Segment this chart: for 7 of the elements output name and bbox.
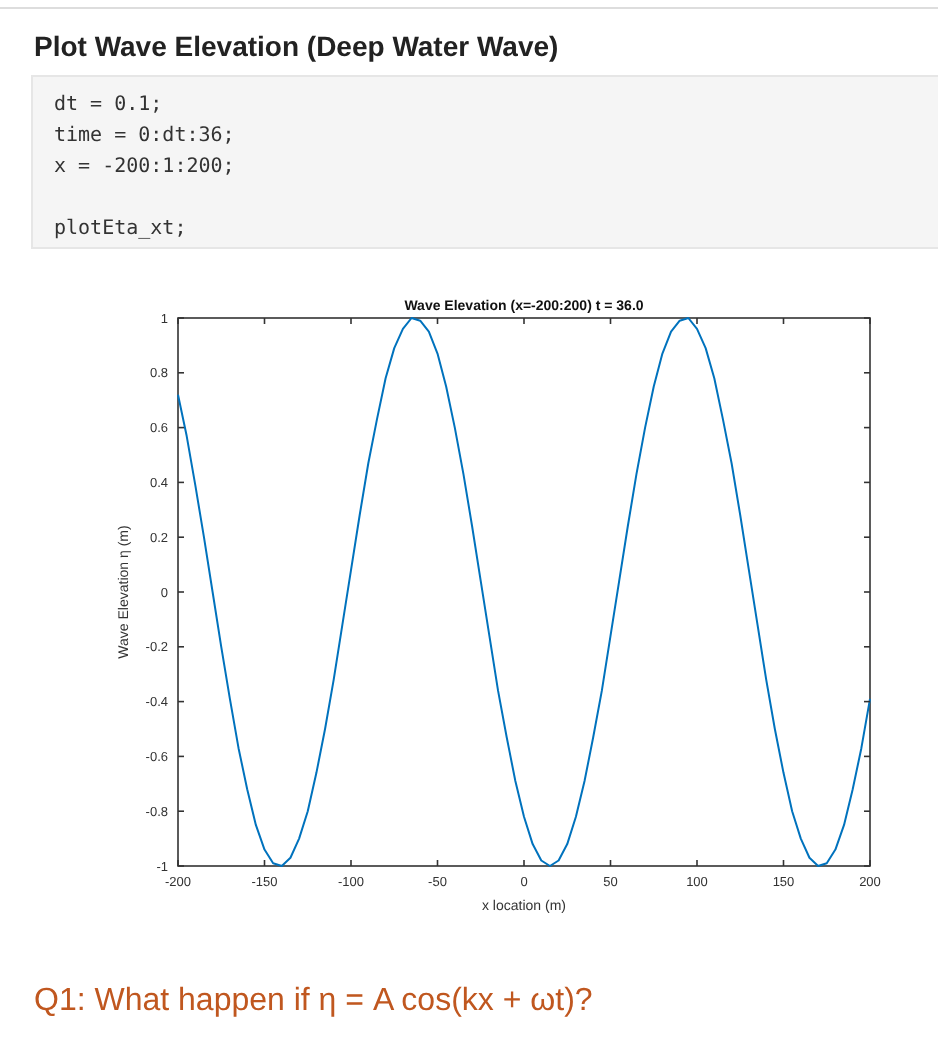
text: time = 0:dt:36;: [54, 125, 235, 147]
text: Plot Wave Elevation (Deep Water Wave): [34, 30, 559, 62]
line-series: [177, 317, 871, 867]
text: dt = 0.1;: [54, 94, 163, 116]
text: plotEta_xt;: [54, 218, 187, 240]
text: Q1: What happen if η = A cos(kx + ωt)?: [34, 984, 593, 1018]
text: x = -200:1:200;: [54, 156, 235, 178]
